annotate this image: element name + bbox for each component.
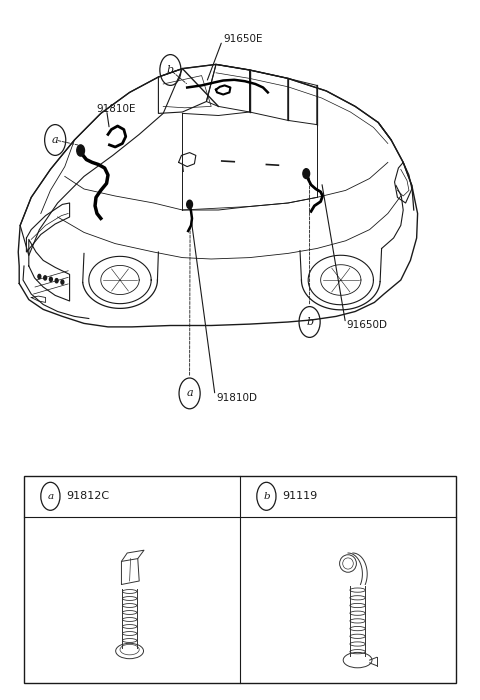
Text: 91812C: 91812C — [66, 491, 109, 501]
Text: 91810D: 91810D — [216, 393, 257, 402]
Text: b: b — [306, 317, 313, 327]
Circle shape — [49, 277, 52, 281]
Circle shape — [77, 145, 84, 156]
Circle shape — [61, 280, 64, 284]
Bar — [24, 476, 456, 682]
Text: a: a — [52, 135, 59, 145]
Text: a: a — [48, 492, 53, 500]
Text: b: b — [167, 65, 174, 75]
Text: 91650E: 91650E — [223, 34, 263, 44]
Circle shape — [55, 279, 58, 283]
Text: 91119: 91119 — [282, 491, 317, 501]
Text: 91810E: 91810E — [96, 104, 135, 113]
Text: b: b — [263, 492, 270, 500]
Text: 91650D: 91650D — [347, 321, 387, 330]
Circle shape — [303, 169, 310, 178]
Text: a: a — [186, 389, 193, 398]
Circle shape — [44, 276, 47, 280]
Circle shape — [187, 200, 192, 209]
Circle shape — [38, 274, 41, 279]
